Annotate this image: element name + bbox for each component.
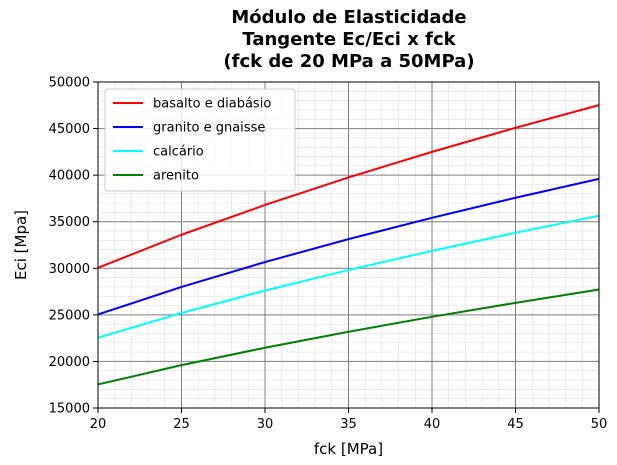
y-tick-label: 30000	[49, 262, 90, 277]
legend-entry: basalto e diabásio	[153, 97, 271, 112]
x-tick-label: 50	[591, 417, 608, 432]
x-tick-label: 20	[90, 417, 107, 432]
legend-entry: granito e gnaisse	[153, 121, 265, 136]
series-line-1	[97, 177, 600, 316]
series-line-3	[97, 288, 600, 386]
series-line-0	[97, 104, 600, 269]
y-tick-label: 25000	[49, 308, 90, 323]
y-tick-label: 50000	[49, 76, 90, 91]
y-axis-label: Eci [Mpa]	[12, 210, 30, 280]
legend-entry: calcário	[153, 145, 204, 160]
x-axis-ticks: 20 25 30 35 40 45 50	[90, 408, 608, 432]
series-lines	[97, 104, 600, 386]
x-tick-label: 40	[424, 417, 441, 432]
y-tick-label: 35000	[49, 215, 90, 230]
y-tick-label: 15000	[49, 402, 90, 417]
legend-box	[104, 88, 296, 192]
y-tick-label: 20000	[49, 355, 90, 370]
y-tick-label: 45000	[49, 122, 90, 137]
y-axis-ticks: 15000 20000 25000 30000 35000 40000 45000 50000	[49, 76, 98, 417]
x-tick-label: 25	[173, 417, 190, 432]
chart-title-line: (fck de 20 MPa a 50MPa)	[223, 51, 474, 72]
x-axis-label: fck [MPa]	[314, 440, 383, 458]
x-tick-label: 30	[257, 417, 274, 432]
legend-entry: arenito	[153, 169, 199, 184]
chart-title-line: Tangente Ec/Eci x fck	[242, 29, 456, 50]
x-tick-label: 35	[340, 417, 357, 432]
legend: basalto e diabásio granito e gnaisse calcá…	[104, 88, 296, 192]
x-tick-label: 45	[507, 417, 524, 432]
series-line-2	[97, 214, 600, 339]
chart-title-line: Módulo de Elasticidade	[231, 7, 466, 28]
y-tick-label: 40000	[49, 169, 90, 184]
